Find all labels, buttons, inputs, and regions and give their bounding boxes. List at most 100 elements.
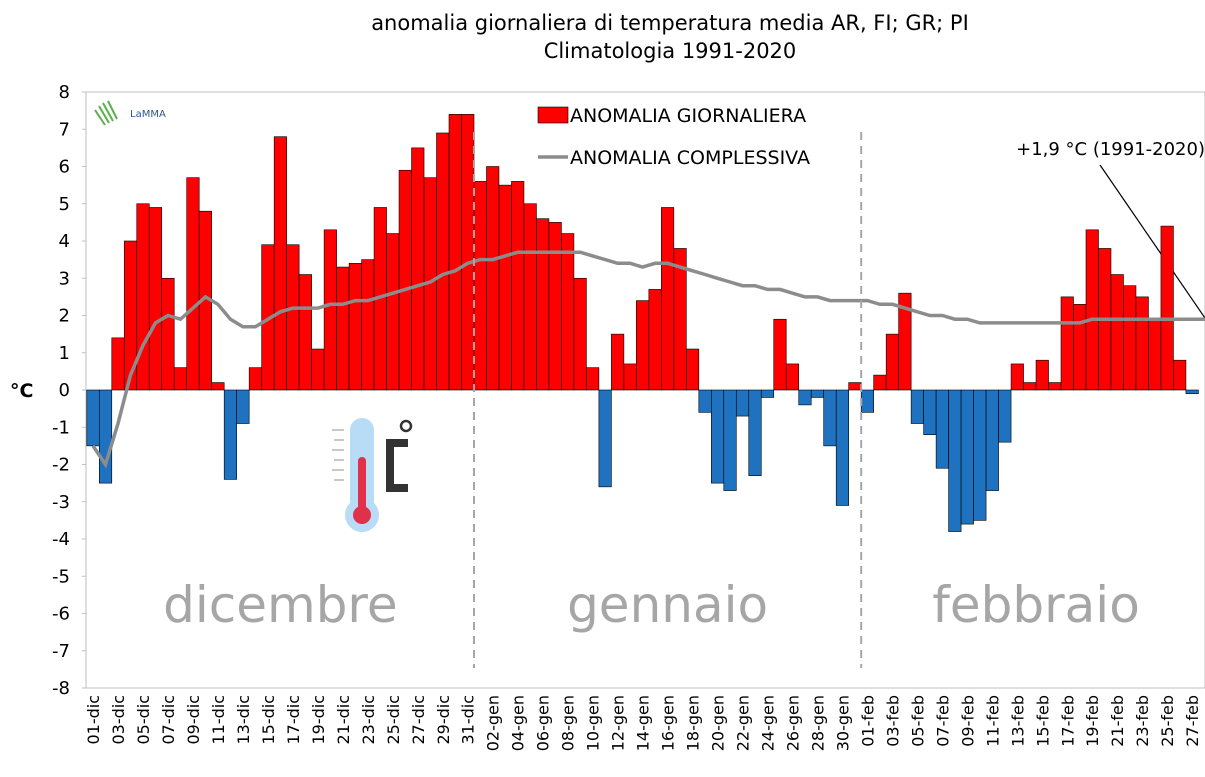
chart-subtitle: Climatologia 1991-2020 (544, 39, 797, 63)
y-tick-label: -7 (52, 641, 70, 662)
bar (636, 300, 650, 391)
x-tick-label: 23-feb (1133, 695, 1152, 747)
x-tick-label: 28-gen (808, 695, 827, 751)
bar (1173, 359, 1187, 391)
x-tick-label: 15-dic (259, 695, 278, 745)
bar (323, 229, 337, 391)
bar (835, 389, 849, 506)
bar (1035, 359, 1049, 391)
bar (498, 184, 512, 391)
bar (311, 348, 325, 391)
y-tick-label: -4 (52, 529, 70, 550)
x-tick-label: 08-gen (559, 695, 578, 751)
x-tick-label: 23-dic (359, 695, 378, 745)
bar (1060, 296, 1074, 391)
bar (1160, 225, 1174, 391)
annotation-arrow (1099, 164, 1205, 319)
bar (1085, 229, 1099, 391)
month-label: febbraio (932, 576, 1140, 634)
bar (686, 348, 700, 391)
bar (810, 389, 825, 398)
bar (173, 367, 188, 391)
bar (885, 333, 899, 391)
bar (1185, 389, 1199, 395)
bar (1110, 274, 1124, 391)
bar (411, 147, 425, 391)
bar (386, 233, 400, 391)
x-tick-label: 05-dic (134, 695, 153, 745)
bar (673, 248, 687, 391)
bar (661, 207, 675, 391)
bar (111, 337, 125, 391)
month-label: gennaio (567, 576, 768, 634)
bar (760, 389, 775, 398)
bar (361, 259, 375, 391)
x-tick-label: 02-gen (484, 695, 503, 751)
bar (935, 389, 949, 469)
x-tick-label: 24-gen (759, 695, 778, 751)
x-tick-label: 05-feb (908, 695, 927, 747)
x-tick-label: 09-dic (184, 695, 203, 745)
x-tick-label: 15-feb (1033, 695, 1052, 747)
bar (298, 274, 312, 391)
x-tick-label: 13-feb (1008, 695, 1027, 747)
y-tick-label: -8 (52, 678, 70, 699)
x-tick-label: 11-feb (983, 695, 1002, 747)
bar (348, 263, 362, 391)
bar (611, 333, 625, 391)
y-tick-label: 5 (59, 194, 70, 215)
bar (136, 203, 150, 391)
bar (873, 374, 887, 391)
bar (1023, 382, 1037, 391)
y-tick-label: -6 (52, 604, 70, 625)
y-tick-label: 0 (59, 380, 70, 401)
x-tick-label: 13-dic (234, 695, 253, 745)
bar (785, 363, 800, 391)
bar (211, 382, 225, 391)
x-tick-label: 19-dic (309, 695, 328, 745)
bar (486, 166, 500, 391)
y-tick-label: -3 (52, 492, 70, 513)
bar (1010, 363, 1024, 391)
x-tick-label: 04-gen (509, 695, 528, 751)
x-tick-label: 20-gen (709, 695, 728, 751)
legend-swatch (537, 106, 569, 124)
y-tick-label: 2 (59, 306, 70, 327)
legend-label: ANOMALIA COMPLESSIVA (570, 147, 810, 169)
logo-icon (94, 100, 118, 126)
y-tick-label: -1 (52, 417, 70, 438)
logo: LaMMA (130, 109, 166, 120)
x-tick-label: 06-gen (534, 695, 553, 751)
bar (960, 389, 974, 525)
chart-title: anomalia giornaliera di temperatura medi… (371, 11, 969, 35)
x-tick-label: 03-feb (883, 695, 902, 747)
bar (748, 389, 762, 476)
x-tick-label: 18-gen (684, 695, 703, 751)
bar (1048, 382, 1062, 391)
bar (336, 266, 350, 391)
bar (798, 389, 812, 406)
x-tick-label: 25-feb (1158, 695, 1177, 747)
bar (186, 177, 200, 391)
x-tick-label: 09-feb (958, 695, 977, 747)
bar (910, 389, 924, 424)
bar (561, 233, 575, 391)
bar (448, 114, 462, 391)
x-tick-label: 17-feb (1058, 695, 1077, 747)
x-tick-label: 07-dic (159, 695, 178, 745)
x-tick-label: 31-dic (459, 695, 478, 745)
bar (398, 169, 412, 391)
x-tick-label: 11-dic (209, 695, 228, 745)
bar (86, 389, 100, 447)
y-tick-label: 3 (59, 268, 70, 289)
plot-area (86, 114, 1205, 532)
bar (623, 363, 637, 391)
y-tick-label: 4 (59, 231, 70, 252)
x-tick-label: 26-gen (783, 695, 802, 751)
bar (1123, 285, 1137, 391)
bar (648, 289, 662, 391)
x-tick-label: 19-feb (1083, 695, 1102, 747)
y-tick-label: 7 (59, 119, 70, 140)
x-tick-label: 30-gen (833, 695, 852, 751)
bar (523, 203, 537, 391)
